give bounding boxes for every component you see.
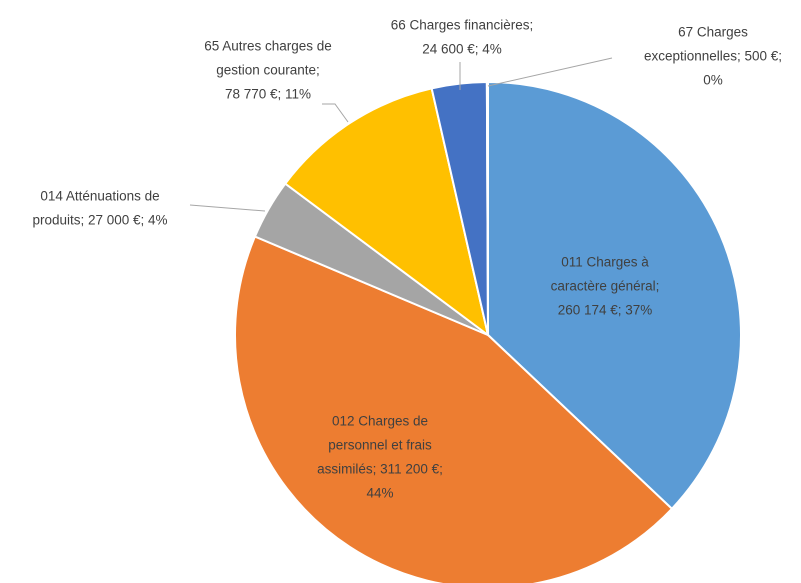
pie-slice: [234, 235, 674, 583]
slices: [234, 80, 742, 583]
data-label: produits; 27 000 €; 4%: [32, 213, 167, 228]
data-label: 014 Atténuations de: [40, 189, 159, 204]
pie-slice: [487, 80, 742, 511]
data-label: gestion courante;: [216, 63, 320, 78]
pie-slice: [283, 87, 490, 338]
data-label: 0%: [703, 73, 723, 88]
data-label: 260 174 €; 37%: [558, 303, 653, 318]
leader-line: [322, 103, 349, 123]
data-label: 78 770 €; 11%: [225, 87, 311, 102]
data-label: 67 Charges: [678, 25, 748, 40]
data-label: 012 Charges de: [332, 414, 428, 429]
data-label: 24 600 €; 4%: [422, 42, 502, 57]
data-label: personnel et frais: [328, 438, 432, 453]
pie-slice: [485, 80, 489, 336]
labels: 011 Charges à caractère général; 260 174 €…: [32, 18, 782, 501]
data-label: 66 Charges financières;: [391, 18, 534, 33]
data-label: caractère général;: [551, 279, 660, 294]
data-label: 44%: [366, 486, 393, 501]
data-label: 011 Charges à: [561, 255, 649, 270]
data-label: assimilés; 311 200 €;: [317, 462, 443, 477]
data-label: exceptionnelles; 500 €;: [644, 49, 782, 64]
leader-line: [189, 204, 266, 212]
data-label: 65 Autres charges de: [204, 39, 332, 54]
leader-line: [487, 57, 613, 87]
